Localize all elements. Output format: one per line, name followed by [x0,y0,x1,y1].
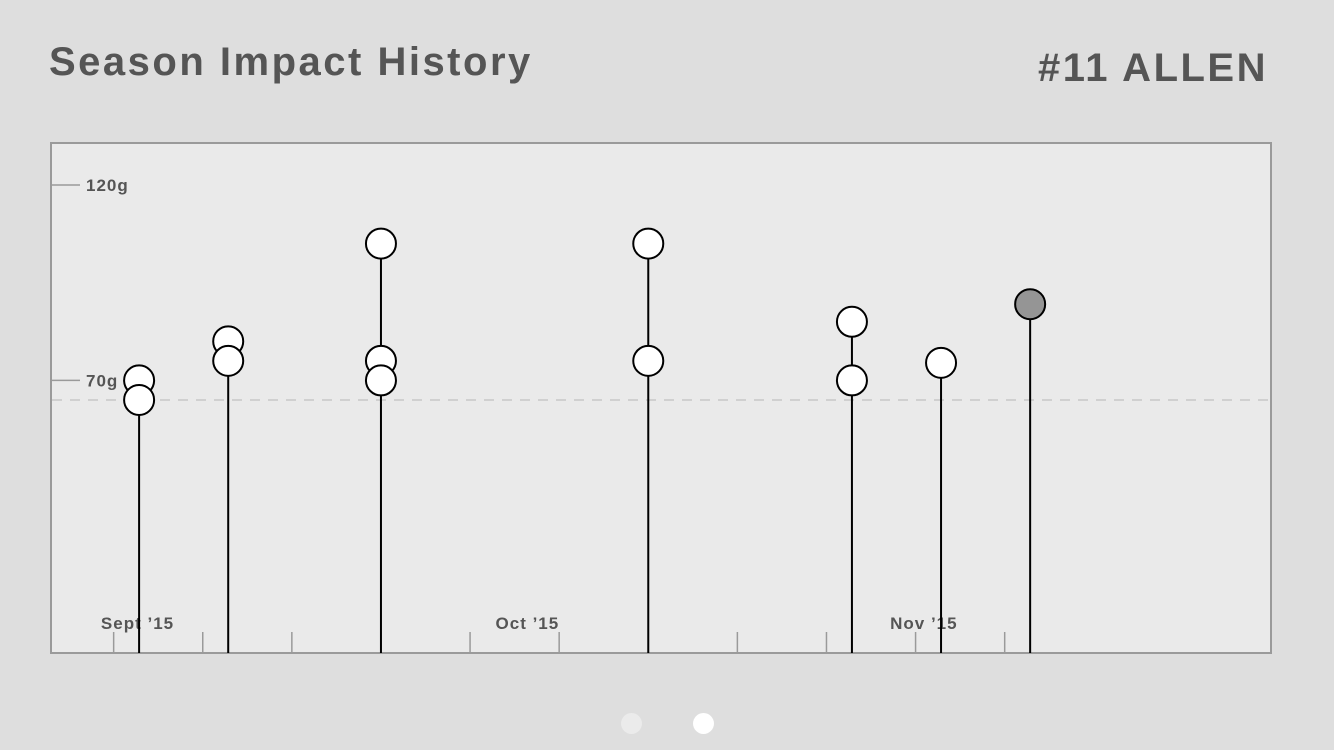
game-stem-group[interactable] [632,227,665,653]
x-month-label: Nov ’15 [890,614,957,633]
x-month-label: Oct ’15 [496,614,560,633]
impact-point[interactable] [212,344,245,377]
impact-point[interactable] [632,344,665,377]
game-stem-group[interactable] [925,346,958,653]
impact-point[interactable] [835,305,868,338]
game-series[interactable] [123,227,1047,653]
impact-chart-svg: 120g 70g Sept ’15 Oct ’15 Nov ’15 [50,142,1272,654]
x-month-label: Sept ’15 [101,614,174,633]
impact-point[interactable] [925,346,958,379]
x-axis: Sept ’15 Oct ’15 Nov ’15 [101,614,1006,654]
page-dot-1[interactable] [621,713,642,734]
impact-point[interactable] [835,364,868,397]
y-axis: 120g 70g [52,176,129,390]
y-tick-label: 120g [86,176,129,195]
player-label: #11 ALLEN [1038,46,1268,90]
y-tick-label: 70g [86,371,118,390]
game-stem-group[interactable] [123,364,156,653]
game-stem-group[interactable] [212,325,245,653]
game-stem-group[interactable] [835,305,868,653]
page-title: Season Impact History [49,40,533,84]
impact-point-latest[interactable] [1014,288,1047,321]
impact-chart: 120g 70g Sept ’15 Oct ’15 Nov ’15 [50,142,1272,654]
game-stem-group[interactable] [1014,288,1047,653]
impact-point[interactable] [364,364,397,397]
game-stem-group[interactable] [364,227,397,653]
page-dot-2[interactable] [693,713,714,734]
page-indicator[interactable] [621,713,714,734]
impact-point[interactable] [123,383,156,416]
plot-area [50,142,1272,654]
impact-point[interactable] [364,227,397,260]
impact-point[interactable] [632,227,665,260]
